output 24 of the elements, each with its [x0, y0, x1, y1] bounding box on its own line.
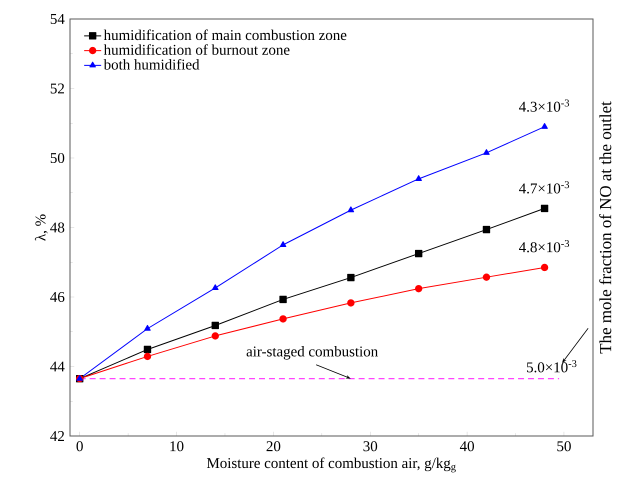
x-tick-label: 10: [170, 441, 184, 452]
y-tick-label: 42: [50, 431, 64, 441]
y-tick-label: 46: [50, 292, 64, 302]
y-tick-label: 44: [50, 362, 65, 372]
annotation: 5.0×10$^{-3}$: [526, 360, 576, 372]
x-tick-label: 50: [557, 441, 571, 452]
x-tick-label: 40: [460, 441, 474, 452]
y-tick-label: 54: [50, 14, 65, 24]
annotation: 4.7×10$^{-3}$: [519, 181, 570, 194]
y-tick-label: 52: [50, 83, 64, 94]
x-tick-label: 20: [266, 441, 280, 452]
y-tick-label: 48: [50, 222, 64, 233]
x-tick-label: 30: [363, 441, 378, 452]
x-axis-title: Moisture content of combustion air, g/kg$_{g}$: [206, 457, 456, 472]
legend-label: humidification of main combustion zone: [104, 29, 346, 40]
annotation: 4.8×10$^{-3}$: [519, 240, 570, 252]
legend-label: both humidified: [104, 58, 200, 70]
y-axis-title: λ, %: [34, 214, 48, 241]
ref-line-label: air-staged combustion: [246, 346, 378, 360]
annotation: 4.3×10$^{-3}$: [519, 99, 570, 112]
y2-axis-title: The mole fraction of NO at the outlet: [599, 101, 612, 354]
legend-label: humidification of burnout zone: [104, 44, 290, 55]
x-tick-label: 0: [76, 441, 83, 452]
y-tick-label: 50: [50, 152, 64, 164]
